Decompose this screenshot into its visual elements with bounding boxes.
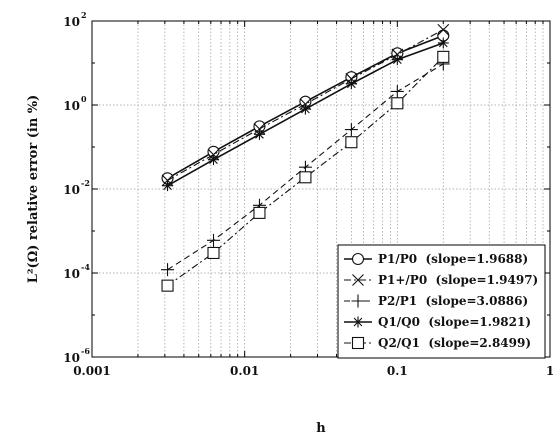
marker-x: [437, 23, 450, 36]
legend: P1/P0 (slope=1.9688) P1+/P0 (slope=1.9497…: [337, 244, 546, 359]
series-layer: [161, 23, 450, 292]
y-axis-label: L²(Ω) relative error (in %): [26, 95, 41, 284]
marker-asterisk: [391, 54, 403, 66]
x-axis-label: h: [316, 421, 326, 435]
y-tick-exponent: -6: [81, 346, 90, 356]
y-tick-label: 10: [63, 99, 80, 113]
marker-asterisk: [299, 103, 311, 115]
marker-plus: [161, 263, 175, 277]
marker-asterisk: [437, 37, 449, 49]
marker-plus: [207, 233, 221, 247]
y-tick-exponent: -2: [81, 178, 90, 188]
x-tick-label: 0.01: [230, 364, 259, 378]
x-tick-label: 0.001: [73, 364, 111, 378]
marker-square: [299, 171, 312, 184]
marker-plus: [390, 84, 404, 98]
y-tick-label: 10: [63, 183, 80, 197]
marker-x: [352, 274, 364, 286]
marker-asterisk: [162, 180, 174, 192]
legend-entry-label: P1/P0 (slope=1.9688): [378, 252, 528, 266]
y-tick-exponent: 2: [81, 10, 87, 20]
marker-asterisk: [253, 128, 265, 140]
legend-box: [337, 244, 546, 359]
x-tick-label: 1: [546, 364, 554, 378]
y-tick-exponent: -4: [81, 262, 90, 272]
marker-square: [345, 136, 358, 149]
legend-entry-label: P1+/P0 (slope=1.9497): [378, 273, 538, 287]
x-tick-label: 0.1: [387, 364, 408, 378]
marker-square: [161, 279, 174, 292]
marker-square: [391, 97, 404, 110]
y-tick-label: 10: [63, 351, 80, 365]
legend-entry-label: Q1/Q0 (slope=1.9821): [378, 315, 531, 329]
marker-asterisk: [345, 78, 357, 90]
marker-asterisk: [352, 316, 364, 328]
marker-circle: [351, 252, 365, 266]
marker-plus: [344, 123, 358, 137]
marker-square: [253, 206, 266, 219]
legend-entry-label: Q2/Q1 (slope=2.8499): [378, 336, 531, 350]
marker-asterisk: [208, 154, 220, 166]
marker-square: [437, 50, 450, 63]
y-tick-label: 10: [63, 15, 80, 29]
y-tick-exponent: 0: [81, 94, 87, 104]
y-tick-label: 10: [63, 267, 80, 281]
marker-plus: [351, 294, 365, 308]
series-4: [162, 37, 449, 192]
series-5: [161, 50, 450, 292]
legend-entry-label: P2/P1 (slope=3.0886): [378, 294, 528, 308]
series-3: [161, 57, 450, 277]
marker-square: [207, 246, 220, 260]
marker-square: [351, 336, 365, 350]
